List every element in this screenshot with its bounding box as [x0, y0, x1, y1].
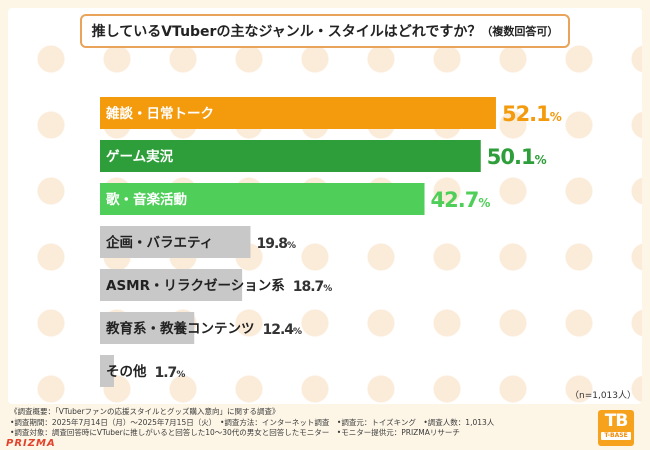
survey-footer-line: •調査期間：2025年7月14日（月）〜2025年7月15日（火） •調査方法：… [10, 417, 495, 427]
bar-category-label: 歌・音楽活動 [106, 191, 187, 208]
prizma-watermark: PRIZMA [6, 438, 56, 449]
survey-footer-line: •調査対象：調査回答時にVTuberに推しがいると回答した10〜30代の男女と回… [10, 428, 460, 437]
bar-category-label: ゲーム実況 [106, 148, 174, 165]
bar-category-label: ASMR・リラクゼーション系 [106, 277, 285, 294]
bar-category-label: 教育系・教養コンテンツ [106, 320, 255, 337]
survey-footer: 《調査概要：「VTuberファンの応援スタイルとグッズ購入意向」に関する調査》 … [10, 407, 570, 439]
chart-title: 推しているVTuberの主なジャンル・スタイルはどれですか？ （複数回答可） [80, 14, 570, 48]
bar-4 [100, 269, 243, 301]
bar-value-label: 12.4% [263, 322, 303, 338]
bar-category-label: 企画・バラエティ [105, 234, 213, 251]
bar-value-label: 52.1% [502, 102, 562, 126]
bar-5 [100, 312, 195, 344]
logo-name: T-BASE [601, 432, 631, 440]
chart-title-sub: （複数回答可） [481, 25, 559, 38]
bar-value-label: 42.7% [431, 188, 491, 212]
bar-value-label: 50.1% [487, 145, 547, 169]
bar-0 [100, 97, 496, 129]
bar-1 [100, 140, 481, 172]
bar-6 [100, 355, 114, 387]
bar-category-label: 雑談・日常トーク [105, 105, 214, 122]
bar-3 [100, 226, 251, 258]
survey-footer-line: 《調査概要：「VTuberファンの応援スタイルとグッズ購入意向」に関する調査》 [10, 407, 280, 416]
t-base-logo: TB T-BASE [598, 410, 634, 446]
bar-value-label: 1.7% [155, 365, 186, 381]
bar-2 [100, 183, 425, 215]
bar-category-label: その他 [106, 363, 147, 380]
chart-title-main: 推しているVTuberの主なジャンル・スタイルはどれですか？ [91, 24, 482, 40]
bar-value-label: 18.7% [293, 279, 333, 295]
sample-size-note: （n=1,013人） [569, 391, 636, 401]
bar-value-label: 19.8% [256, 236, 296, 252]
logo-mark: TB [604, 411, 629, 431]
